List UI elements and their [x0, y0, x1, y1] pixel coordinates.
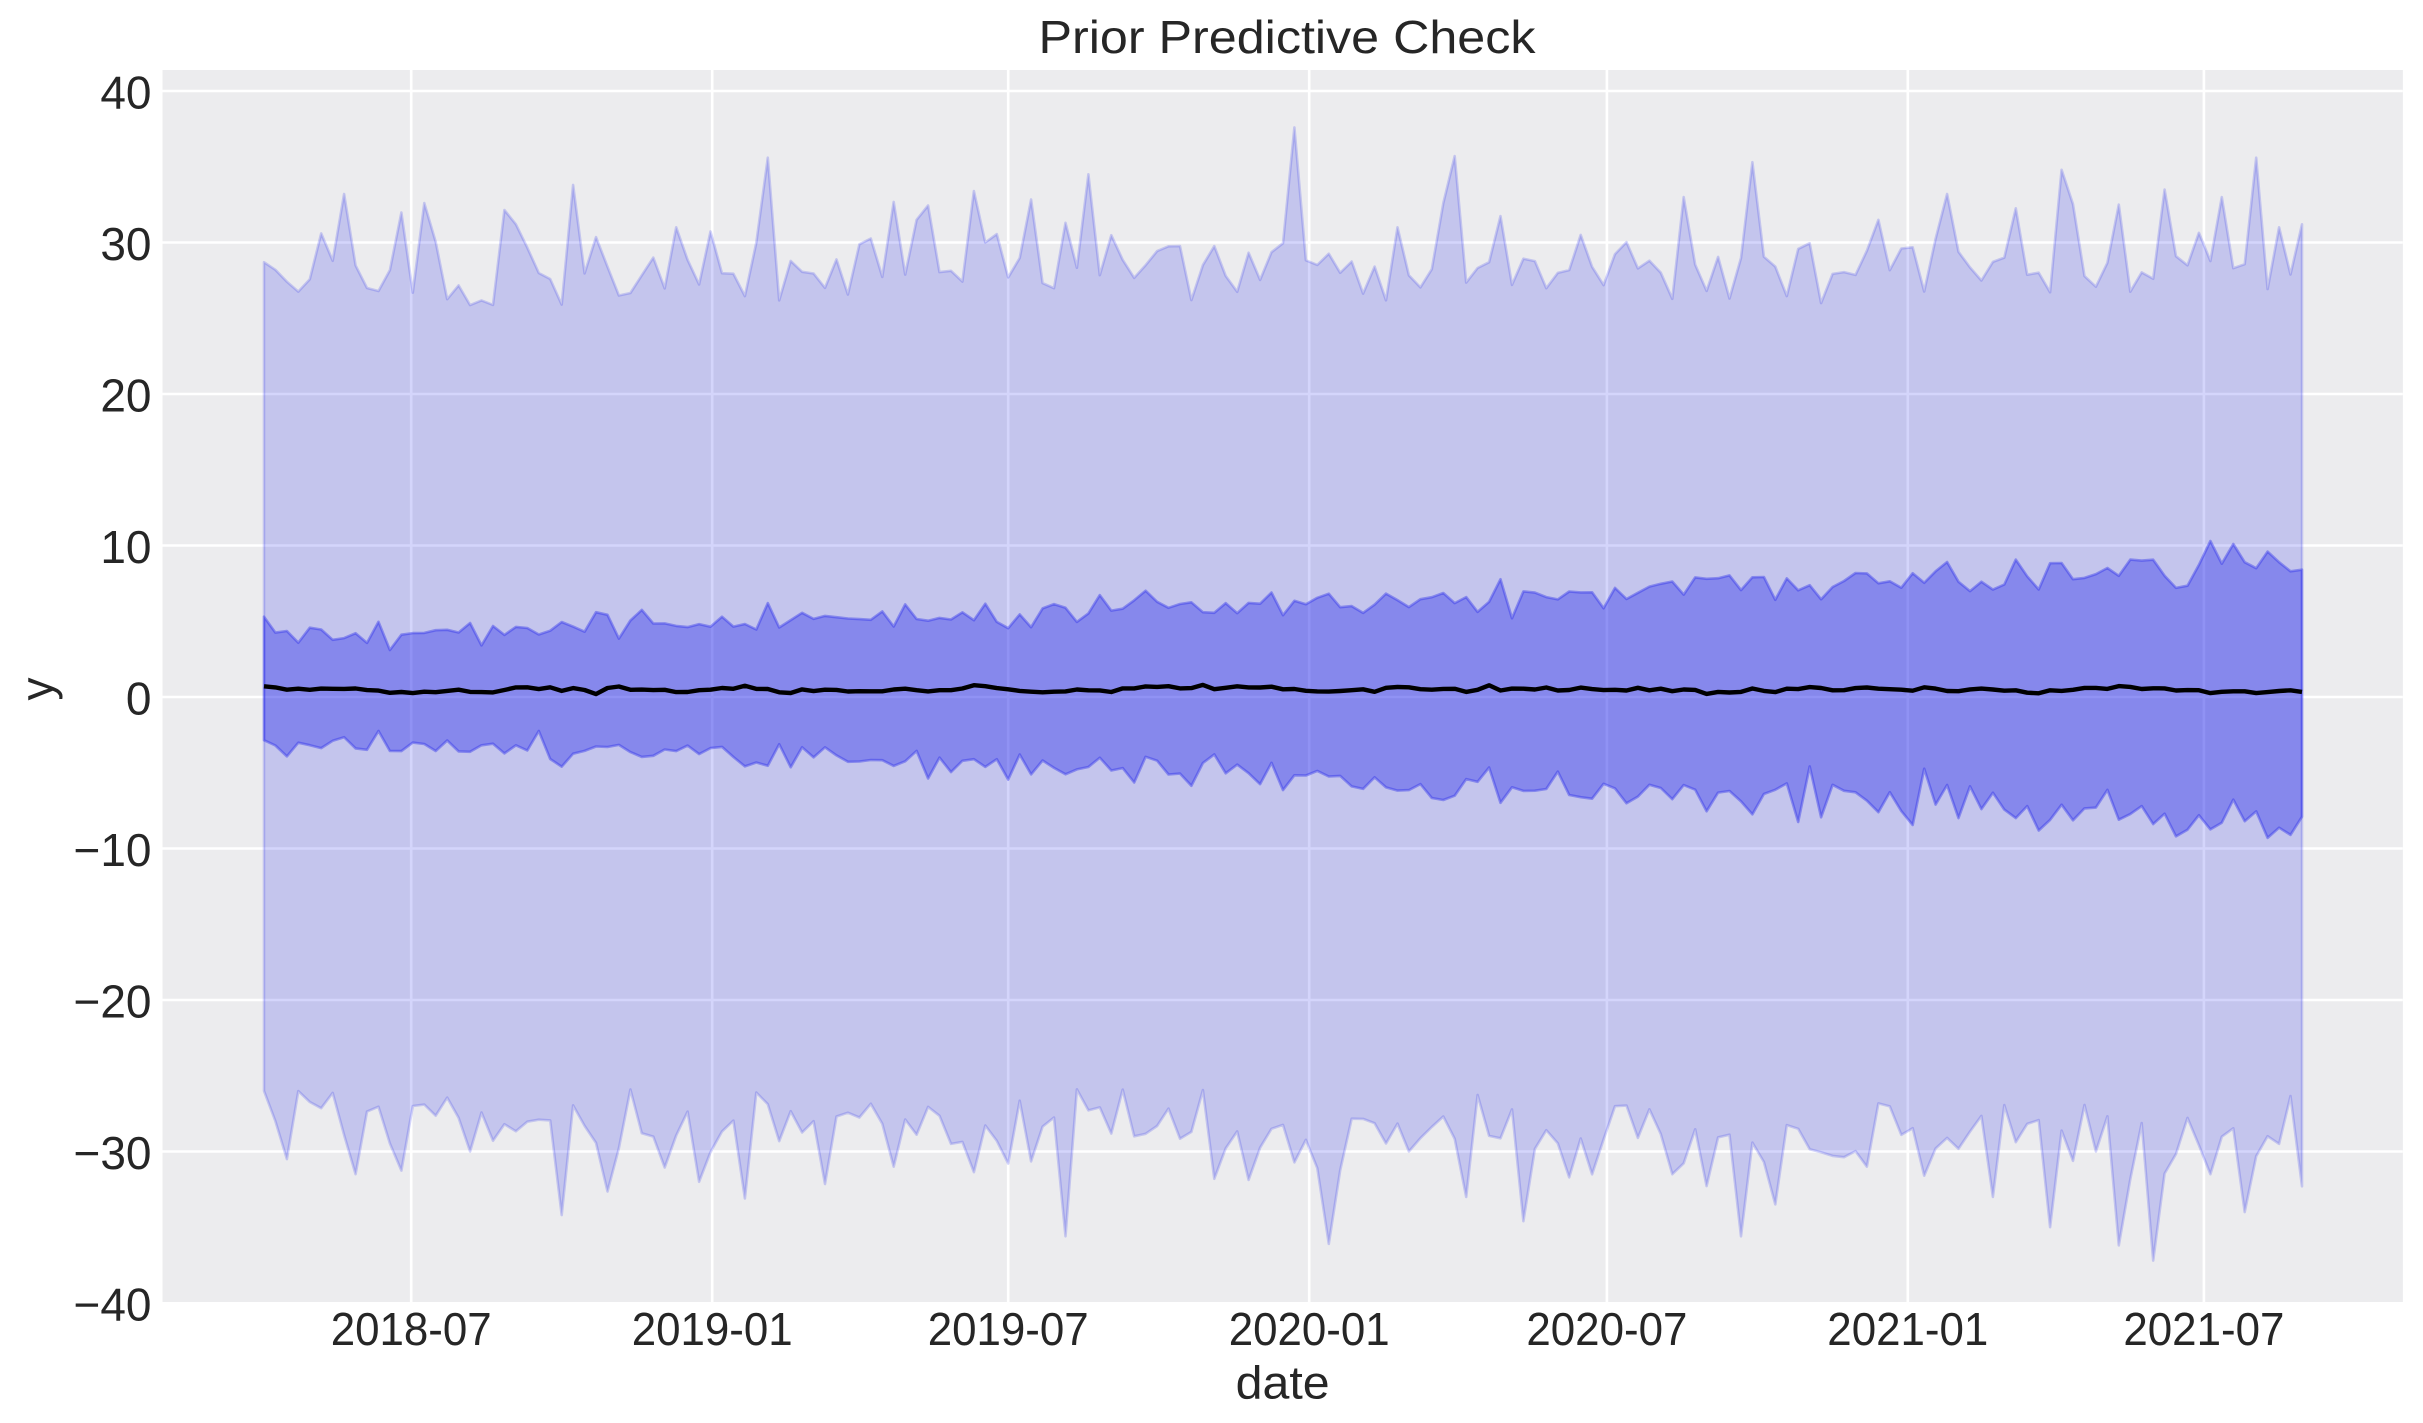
- svg-text:y: y: [11, 678, 63, 701]
- svg-text:2019-01: 2019-01: [632, 1303, 793, 1355]
- svg-text:40: 40: [100, 66, 151, 118]
- svg-text:0: 0: [126, 672, 152, 724]
- svg-text:10: 10: [100, 521, 151, 573]
- svg-text:2020-01: 2020-01: [1229, 1303, 1390, 1355]
- svg-text:−30: −30: [73, 1127, 151, 1179]
- svg-text:2020-07: 2020-07: [1526, 1303, 1687, 1355]
- svg-text:2021-07: 2021-07: [2123, 1303, 2284, 1355]
- svg-text:2018-07: 2018-07: [331, 1303, 492, 1355]
- svg-text:Prior Predictive Check: Prior Predictive Check: [1039, 11, 1537, 63]
- svg-text:2021-01: 2021-01: [1827, 1303, 1988, 1355]
- svg-text:30: 30: [100, 218, 151, 270]
- svg-text:−10: −10: [73, 824, 151, 876]
- svg-text:date: date: [1236, 1357, 1330, 1409]
- svg-text:−40: −40: [73, 1278, 151, 1330]
- svg-text:−20: −20: [73, 975, 151, 1027]
- svg-text:2019-07: 2019-07: [928, 1303, 1089, 1355]
- svg-text:20: 20: [100, 369, 151, 421]
